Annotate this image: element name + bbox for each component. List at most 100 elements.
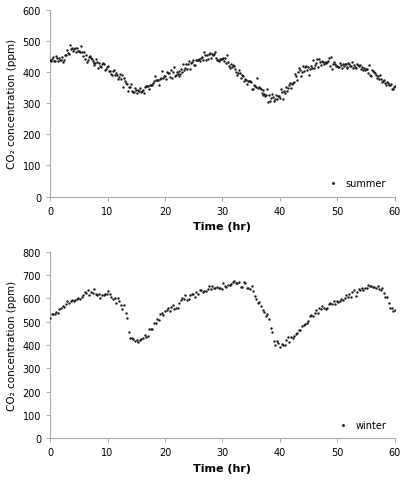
summer	[86, 53, 93, 60]
summer	[233, 72, 240, 80]
summer	[50, 54, 56, 61]
winter	[355, 286, 362, 293]
summer	[278, 86, 284, 94]
summer	[353, 65, 360, 72]
winter	[105, 288, 111, 295]
summer	[347, 63, 354, 71]
winter	[247, 286, 253, 294]
summer	[335, 64, 342, 72]
summer	[366, 62, 373, 70]
summer	[357, 62, 364, 70]
winter	[56, 306, 63, 313]
summer	[189, 59, 195, 67]
summer	[112, 72, 118, 79]
winter	[311, 309, 318, 317]
summer	[116, 74, 122, 82]
summer	[120, 84, 126, 92]
winter	[321, 304, 327, 312]
winter	[106, 290, 113, 298]
summer	[244, 81, 250, 89]
winter	[64, 297, 71, 305]
Y-axis label: CO₂ concentration (ppm): CO₂ concentration (ppm)	[7, 280, 17, 410]
summer	[216, 58, 222, 65]
winter	[244, 285, 250, 292]
summer	[165, 70, 172, 77]
summer	[261, 91, 268, 99]
winter	[206, 283, 212, 290]
winter	[259, 306, 266, 314]
summer	[260, 92, 267, 100]
summer	[111, 67, 118, 74]
summer	[228, 61, 234, 69]
winter	[121, 301, 127, 309]
summer	[175, 73, 182, 81]
summer	[294, 77, 300, 84]
winter	[225, 281, 231, 289]
Legend: summer: summer	[319, 175, 390, 192]
summer	[74, 48, 81, 56]
summer	[362, 67, 368, 74]
winter	[267, 324, 274, 332]
summer	[137, 89, 144, 97]
summer	[364, 66, 370, 73]
winter	[291, 332, 297, 340]
summer	[321, 61, 327, 69]
summer	[69, 48, 76, 56]
summer	[226, 65, 233, 72]
summer	[62, 52, 69, 60]
summer	[354, 61, 361, 69]
winter	[278, 341, 285, 348]
winter	[203, 288, 209, 296]
summer	[251, 83, 258, 91]
summer	[303, 63, 309, 71]
winter	[240, 279, 247, 287]
summer	[274, 96, 281, 104]
winter	[162, 308, 168, 315]
winter	[376, 286, 382, 294]
winter	[187, 292, 193, 300]
winter	[129, 335, 135, 343]
summer	[389, 85, 395, 93]
summer	[272, 96, 279, 104]
winter	[294, 330, 301, 337]
summer	[285, 85, 291, 93]
winter	[283, 336, 290, 344]
summer	[233, 69, 239, 76]
summer	[324, 58, 331, 65]
summer	[90, 61, 97, 69]
winter	[69, 297, 75, 304]
summer	[198, 55, 204, 63]
summer	[205, 56, 211, 64]
summer	[356, 63, 363, 71]
winter	[119, 306, 126, 313]
summer	[302, 64, 308, 72]
winter	[253, 296, 259, 303]
summer	[283, 84, 290, 92]
summer	[361, 65, 368, 73]
winter	[229, 278, 236, 286]
summer	[64, 47, 70, 55]
winter	[182, 292, 189, 300]
winter	[381, 289, 387, 297]
summer	[102, 67, 109, 74]
summer	[286, 82, 293, 90]
summer	[80, 53, 86, 61]
summer	[53, 53, 59, 60]
summer	[115, 76, 122, 84]
summer	[156, 76, 163, 84]
winter	[130, 336, 137, 343]
summer	[186, 58, 193, 66]
summer	[144, 83, 151, 90]
summer	[104, 64, 111, 72]
winter	[360, 286, 367, 294]
summer	[78, 43, 84, 51]
summer	[191, 62, 197, 70]
winter	[366, 283, 373, 290]
summer	[326, 55, 332, 63]
winter	[190, 290, 197, 298]
winter	[365, 281, 371, 289]
summer	[242, 76, 248, 84]
summer	[258, 90, 265, 97]
winter	[308, 312, 315, 319]
winter	[305, 317, 312, 325]
